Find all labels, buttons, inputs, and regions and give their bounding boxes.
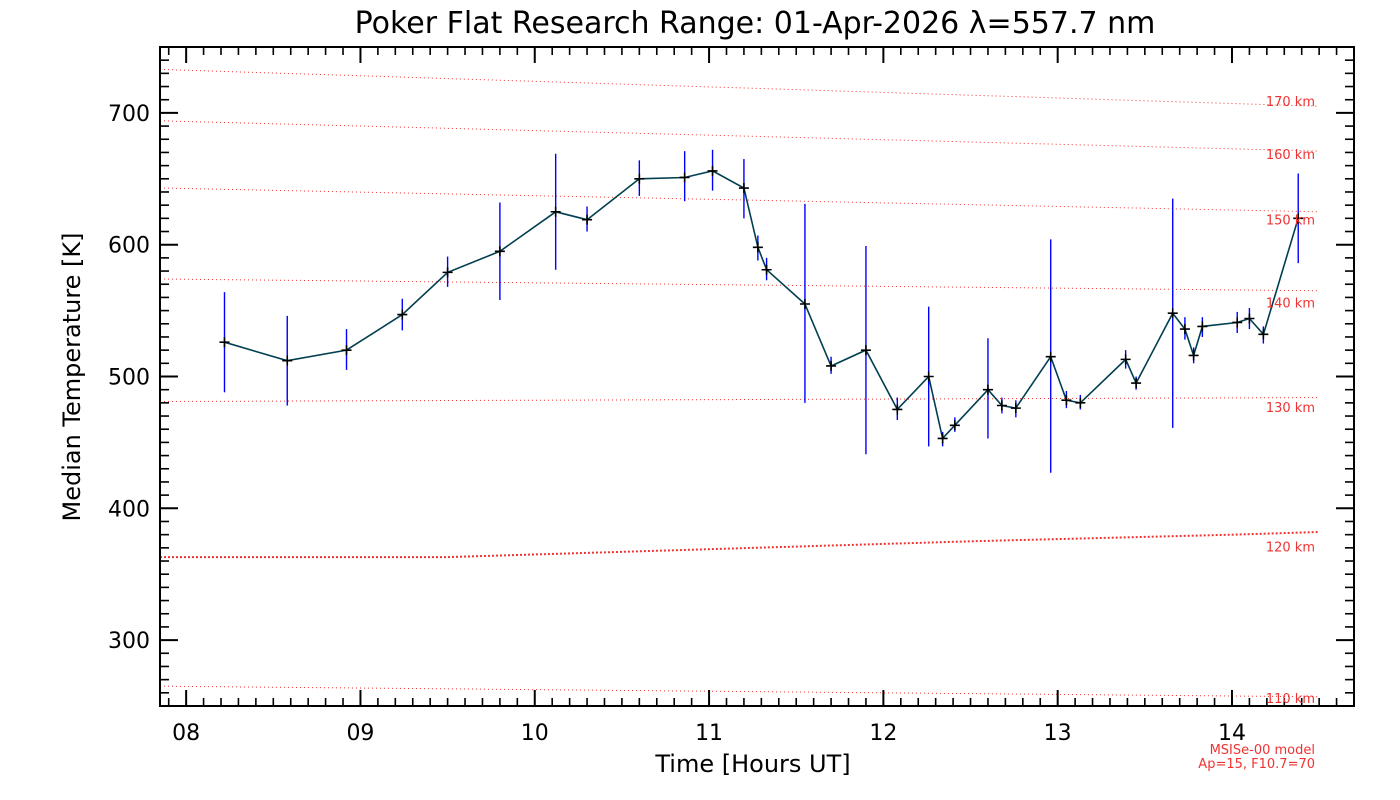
model-line-160-km <box>160 120 1320 152</box>
data-point-0-16 <box>860 345 871 356</box>
data-point-0-12 <box>752 242 763 253</box>
y-tick-label: 400 <box>108 497 150 522</box>
data-point-0-1 <box>282 355 293 366</box>
data-point-0-33 <box>1232 317 1243 328</box>
series-line-0 <box>224 170 1299 441</box>
data-point-0-2 <box>341 345 352 356</box>
data-point-0-25 <box>1061 395 1072 406</box>
model-note-line-2: Ap=15, F10.7=70 <box>1198 757 1315 772</box>
plot-frame <box>159 46 1355 707</box>
data-point-0-9 <box>679 172 690 183</box>
data-point-0-18 <box>923 371 934 382</box>
altitude-label-140-km: 140 km <box>1266 297 1315 312</box>
data-point-0-13 <box>761 264 772 275</box>
data-point-0-14 <box>799 299 810 310</box>
model-line-110-km <box>160 685 1320 698</box>
model-line-140-km <box>160 278 1320 292</box>
data-point-0-21 <box>982 384 993 395</box>
data-point-0-17 <box>892 404 903 415</box>
x-tick-label: 09 <box>346 721 374 746</box>
data-point-0-30 <box>1179 324 1190 335</box>
y-tick-label: 600 <box>108 234 150 259</box>
x-tick-label: 14 <box>1218 721 1246 746</box>
altitude-label-120-km: 120 km <box>1266 541 1315 556</box>
altitude-label-160-km: 160 km <box>1266 148 1315 163</box>
data-point-0-29 <box>1167 308 1178 319</box>
data-point-0-19 <box>937 433 948 444</box>
data-point-0-11 <box>738 183 749 194</box>
data-point-0-28 <box>1131 378 1142 389</box>
altitude-label-110-km: 110 km <box>1266 692 1315 707</box>
y-tick-label: 300 <box>108 629 150 654</box>
data-point-0-31 <box>1188 350 1199 361</box>
x-tick-label: 10 <box>521 721 549 746</box>
data-point-0-4 <box>442 267 453 278</box>
data-point-0-34 <box>1244 313 1255 324</box>
model-line-150-km <box>160 187 1320 213</box>
data-point-0-35 <box>1258 329 1269 340</box>
altitude-label-170-km: 170 km <box>1266 95 1315 110</box>
data-point-0-8 <box>634 173 645 184</box>
model-line-120-km <box>160 531 1320 559</box>
data-point-0-20 <box>949 420 960 431</box>
data-markers <box>219 165 1304 444</box>
data-point-0-32 <box>1197 321 1208 332</box>
axis-ticks: 08 09 10 11 12 13 14 300 400 500 600 700 <box>108 47 1355 746</box>
data-point-0-3 <box>397 309 408 320</box>
y-tick-label: 700 <box>108 102 150 127</box>
model-reference-lines <box>160 68 1320 698</box>
data-point-0-24 <box>1045 351 1056 362</box>
x-tick-label: 11 <box>695 721 723 746</box>
data-point-0-5 <box>494 246 505 257</box>
series-lines <box>224 170 1299 441</box>
y-tick-label: 500 <box>108 366 150 391</box>
altitude-label-150-km: 150 km <box>1266 214 1315 229</box>
data-point-0-0 <box>219 337 230 348</box>
model-note-line-1: MSISe-00 model <box>1210 743 1315 758</box>
data-point-0-27 <box>1120 354 1131 365</box>
x-tick-label: 13 <box>1044 721 1072 746</box>
data-point-0-23 <box>1010 403 1021 414</box>
data-point-0-22 <box>996 400 1007 411</box>
x-tick-label: 12 <box>869 721 897 746</box>
data-point-0-6 <box>550 206 561 217</box>
x-axis-label: Time [Hours UT] <box>654 750 850 778</box>
x-tick-label: 08 <box>172 721 200 746</box>
data-point-0-15 <box>826 360 837 371</box>
data-point-0-7 <box>582 214 593 225</box>
error-bars <box>223 149 1299 473</box>
y-axis-label: Median Temperature [K] <box>58 232 86 521</box>
model-line-170-km <box>160 68 1320 107</box>
chart-title: Poker Flat Research Range: 01-Apr-2026 λ… <box>355 6 1156 41</box>
data-point-0-10 <box>707 165 718 176</box>
altitude-labels: 110 km 120 km 130 km 140 km 150 km 160 km 170 … <box>1266 95 1315 707</box>
altitude-label-130-km: 130 km <box>1266 401 1315 416</box>
data-point-0-36 <box>1293 213 1304 224</box>
data-point-0-26 <box>1075 397 1086 408</box>
model-line-130-km <box>160 397 1320 402</box>
